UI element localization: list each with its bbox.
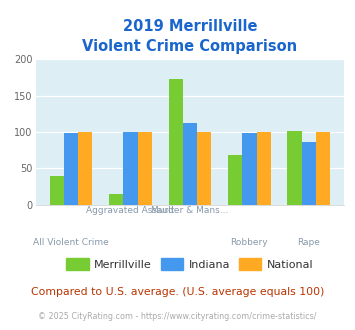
Bar [288,131,302,205]
Bar [109,194,123,205]
Bar [169,79,183,205]
Text: Robbery: Robbery [231,238,268,247]
Bar [138,132,152,205]
Text: All Violent Crime: All Violent Crime [33,238,109,247]
Bar [64,133,78,205]
Bar [242,133,257,205]
Bar [183,123,197,205]
Bar [50,176,64,205]
Bar [228,155,242,205]
Legend: Merrillville, Indiana, National: Merrillville, Indiana, National [62,254,318,274]
Bar [78,132,92,205]
Title: 2019 Merrillville
Violent Crime Comparison: 2019 Merrillville Violent Crime Comparis… [82,19,297,54]
Bar [197,132,211,205]
Bar [302,142,316,205]
Text: Rape: Rape [297,238,320,247]
Text: © 2025 CityRating.com - https://www.cityrating.com/crime-statistics/: © 2025 CityRating.com - https://www.city… [38,312,317,321]
Text: Compared to U.S. average. (U.S. average equals 100): Compared to U.S. average. (U.S. average … [31,287,324,297]
Bar [316,132,330,205]
Bar [123,132,138,205]
Bar [257,132,271,205]
